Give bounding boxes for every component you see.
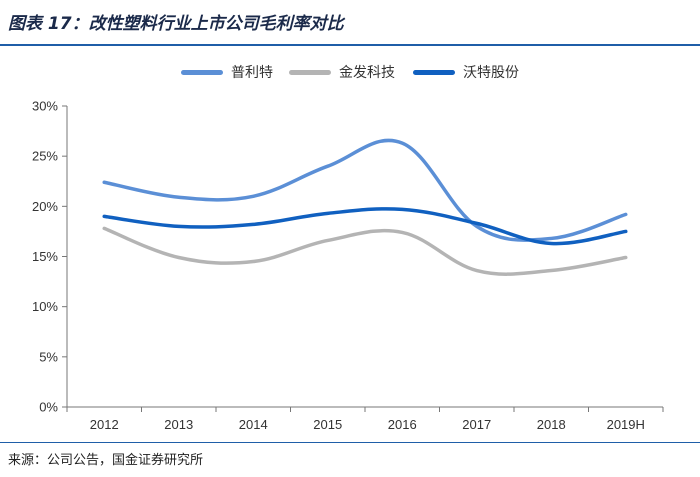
legend-item-2: 沃特股份: [413, 58, 519, 86]
series-line-2: [102, 207, 628, 246]
legend-swatch-1: [289, 69, 331, 75]
legend-swatch-0: [181, 69, 223, 75]
legend-label-0: 普利特: [231, 65, 273, 81]
legend-label-2: 沃特股份: [463, 65, 519, 81]
x-tick-label-6: 2018: [537, 417, 566, 432]
y-tick-label-1: 5%: [39, 349, 58, 364]
title-bar: 图表 17：改性塑料行业上市公司毛利率对比: [0, 0, 700, 44]
legend-item-1: 金发科技: [289, 58, 395, 86]
chart-title: 图表 17：改性塑料行业上市公司毛利率对比: [8, 14, 344, 34]
x-tick-label-4: 2016: [388, 417, 417, 432]
title-divider: [0, 44, 700, 46]
legend: 普利特 金发科技 沃特股份: [0, 58, 700, 86]
y-tick-label-4: 20%: [32, 199, 58, 214]
series-line-1: [102, 226, 628, 276]
legend-swatch-2: [413, 69, 455, 75]
x-tick-label-5: 2017: [462, 417, 491, 432]
x-tick-label-3: 2015: [313, 417, 342, 432]
y-tick-label-2: 10%: [32, 299, 58, 314]
legend-item-0: 普利特: [181, 58, 273, 86]
y-tick-label-5: 25%: [32, 149, 58, 164]
y-tick-label-6: 30%: [32, 99, 58, 114]
x-tick-label-2: 2014: [239, 417, 268, 432]
legend-label-1: 金发科技: [339, 65, 395, 81]
x-tick-label-1: 2013: [164, 417, 193, 432]
source-divider: [0, 442, 700, 443]
source-note: 来源：公司公告，国金证券研究所: [8, 453, 204, 468]
y-tick-label-3: 15%: [32, 249, 58, 264]
y-tick-label-0: 0%: [39, 400, 58, 415]
series-line-0: [102, 138, 628, 242]
x-tick-label-7: 2019H: [607, 417, 645, 432]
line-chart: 0% 5% 10% 15% 20% 25% 30% 2012 2013 2014 2015 2016 2…: [32, 99, 664, 432]
x-tick-label-0: 2012: [90, 417, 119, 432]
